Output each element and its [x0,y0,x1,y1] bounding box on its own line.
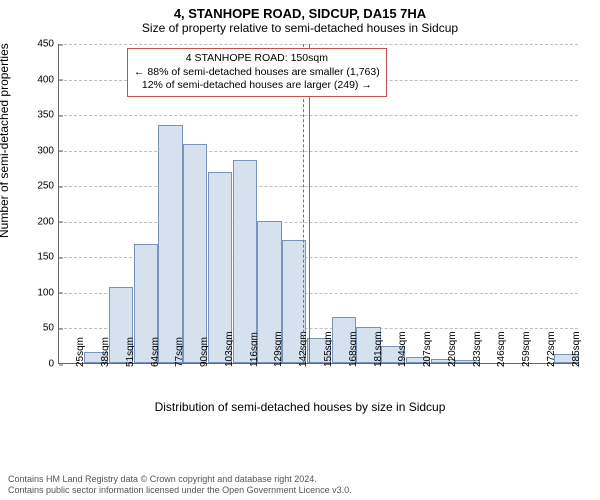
footer-attribution: Contains HM Land Registry data © Crown c… [8,474,352,496]
y-tick-label: 300 [37,145,59,156]
annotation-line: 12% of semi-detached houses are larger (… [134,79,380,93]
gridline [59,151,578,152]
footer-line-2: Contains public sector information licen… [8,485,352,496]
x-tick-label: 285sqm [571,331,582,367]
annotation-line: ← 88% of semi-detached houses are smalle… [134,66,380,80]
page-title: 4, STANHOPE ROAD, SIDCUP, DA15 7HA [0,0,600,21]
gridline [59,44,578,45]
x-tick-label: 233sqm [472,331,483,367]
annotation-box: 4 STANHOPE ROAD: 150sqm← 88% of semi-det… [127,48,387,97]
y-tick-label: 450 [37,39,59,50]
histogram-bar [183,144,207,363]
y-tick-label: 200 [37,216,59,227]
y-tick-label: 350 [37,110,59,121]
gridline [59,115,578,116]
y-tick-label: 100 [37,287,59,298]
annotation-line: 4 STANHOPE ROAD: 150sqm [134,52,380,66]
y-tick-label: 0 [48,359,59,370]
chart-container: Number of semi-detached properties 05010… [0,38,600,438]
y-axis-label: Number of semi-detached properties [0,43,11,238]
x-tick-label: 246sqm [496,331,507,367]
x-axis-label: Distribution of semi-detached houses by … [0,400,600,414]
gridline [59,222,578,223]
footer-line-1: Contains HM Land Registry data © Crown c… [8,474,352,485]
y-tick-label: 250 [37,181,59,192]
plot-area: 05010015020025030035040045025sqm38sqm51s… [58,44,578,364]
y-tick-label: 150 [37,252,59,263]
y-tick-label: 50 [43,323,59,334]
x-tick-label: 259sqm [521,331,532,367]
page-subtitle: Size of property relative to semi-detach… [0,21,600,39]
gridline [59,186,578,187]
y-tick-label: 400 [37,74,59,85]
histogram-bar [158,125,182,363]
